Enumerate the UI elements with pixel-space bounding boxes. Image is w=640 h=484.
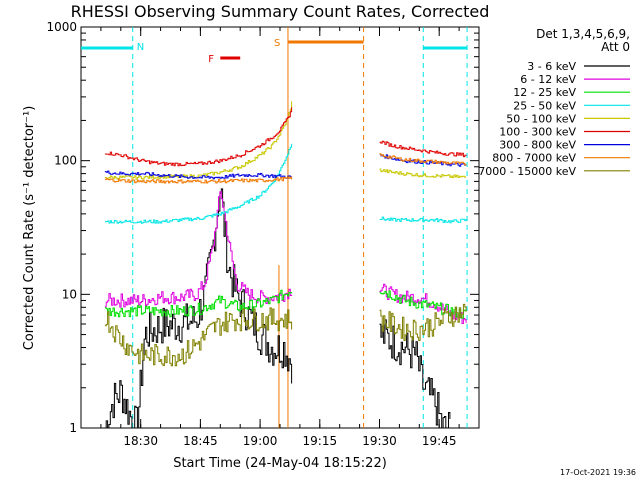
- x-tick-label: 18:45: [183, 434, 218, 448]
- legend-entry-label: 800 - 7000 keV: [492, 152, 576, 165]
- flare-label: F: [208, 54, 214, 65]
- series-line: [104, 188, 293, 429]
- series-line: [104, 289, 293, 318]
- series-line: [379, 216, 467, 224]
- chart-title: RHESSI Observing Summary Count Rates, Co…: [71, 2, 490, 21]
- legend-entry-label: 100 - 300 keV: [499, 126, 576, 139]
- legend-header-line1: Det 1,3,4,5,6,9,: [536, 27, 630, 41]
- night-label: N: [137, 42, 144, 53]
- plot-area: 1 10 100 1000 18:30 18:45 19:00 19:15 19:30 19:45…: [46, 20, 480, 448]
- series-line: [379, 290, 467, 319]
- y-tick-label: 1000: [46, 20, 77, 34]
- legend-entry-label: 300 - 800 keV: [499, 139, 576, 152]
- y-tick-label: 1: [69, 421, 77, 435]
- series-line: [104, 107, 293, 167]
- y-tick-label: 10: [62, 287, 77, 301]
- legend-entry-label: 12 - 25 keV: [513, 86, 576, 99]
- series-line: [104, 176, 293, 184]
- saa-label: S: [274, 38, 280, 49]
- footer-date: 17-Oct-2021 19:36: [560, 468, 636, 477]
- legend-entry-label: 7000 - 15000 keV: [478, 165, 576, 178]
- series-line: [104, 307, 293, 367]
- legend-entry-label: 50 - 100 keV: [506, 112, 576, 125]
- y-axis-label: Corrected Count Rate (s⁻¹ detector⁻¹): [22, 106, 37, 351]
- x-tick-label: 18:30: [123, 434, 158, 448]
- x-tick-label: 19:00: [243, 434, 278, 448]
- series-line: [379, 153, 467, 166]
- x-tick-label: 19:30: [362, 434, 397, 448]
- series-line: [379, 168, 467, 179]
- series-line: [379, 303, 467, 341]
- legend-entry-label: 25 - 50 keV: [513, 99, 576, 112]
- series-line: [379, 140, 467, 158]
- series-line: [104, 191, 293, 308]
- legend-entry-label: 3 - 6 keV: [527, 60, 576, 73]
- y-tick-label: 100: [54, 154, 77, 168]
- x-axis-label: Start Time (24-May-04 18:15:22): [173, 456, 387, 471]
- series-line: [379, 319, 451, 429]
- plot-frame: [80, 26, 480, 429]
- x-tick-label: 19:15: [303, 434, 338, 448]
- legend-entry-label: 6 - 12 keV: [520, 73, 576, 86]
- series-line: [104, 170, 293, 180]
- legend-header-line2: Att 0: [601, 40, 630, 54]
- x-tick-label: 19:45: [422, 434, 457, 448]
- series-line: [104, 143, 293, 224]
